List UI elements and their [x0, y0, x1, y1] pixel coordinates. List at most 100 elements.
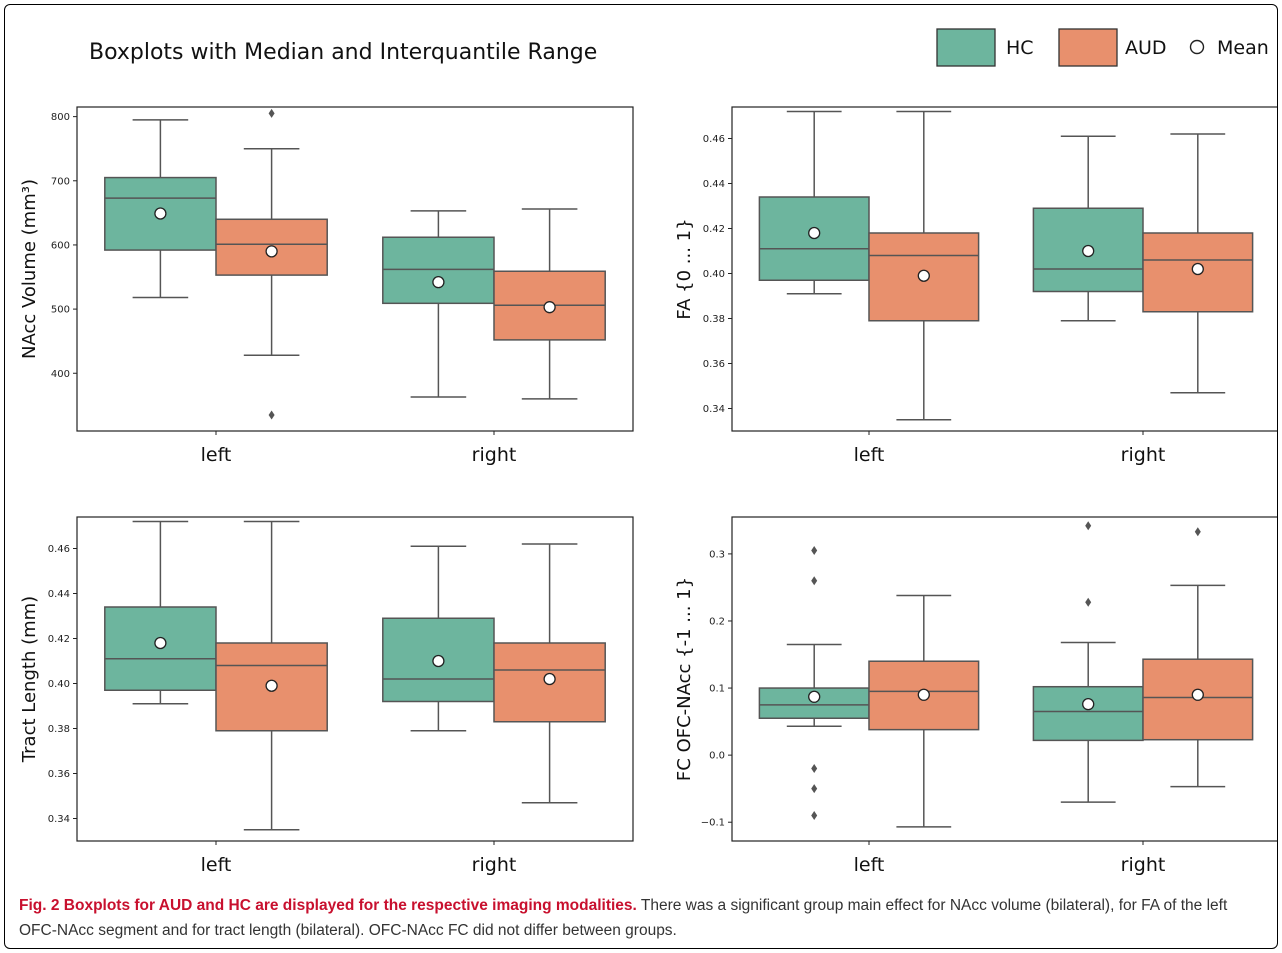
mean-marker [808, 226, 821, 240]
y-axis-label: FA {0 ... 1} [674, 218, 695, 319]
axes-frame [731, 106, 1277, 432]
y-axis-label: FC OFC-NAcc {-1 ... 1} [674, 577, 695, 781]
box-aud-right [1142, 133, 1254, 394]
iqr-box [1032, 685, 1144, 742]
y-tick-label: 0.0 [709, 751, 725, 762]
x-category-label: right [1121, 854, 1166, 876]
y-tick-label: 0.36 [48, 769, 70, 780]
mean-marker [1082, 244, 1095, 258]
panel-fa: 0.34 0.36 0.38 0.40 0.42 0.44 0.46 FA {0 ... 1}… [674, 106, 1277, 466]
y-tick-label: 0.42 [703, 224, 725, 235]
y-tick-label: −0.1 [701, 818, 725, 829]
panel-nacc-volume: 400 500 600 700 800 NAcc Volume (mm³) left righ… [19, 106, 634, 466]
mean-marker [917, 269, 930, 282]
iqr-box [382, 236, 495, 305]
x-category-label: right [472, 854, 517, 876]
box-aud-right [493, 208, 606, 400]
mean-marker [1191, 688, 1204, 701]
y-tick-label: 0.1 [709, 684, 725, 695]
outlier-marker [268, 410, 275, 420]
y-tick-label: 400 [51, 369, 70, 380]
box-aud-left [215, 520, 328, 831]
panel-fc-ofc-nacc: −0.1 0.0 0.1 0.2 0.3 FC OFC-NAcc {-1 ... 1} le… [674, 516, 1277, 876]
y-tick-label: 800 [51, 112, 70, 123]
x-category-label: right [1121, 444, 1166, 466]
x-category-label: left [201, 444, 232, 466]
boxplot-figure: Boxplots with Median and Interquantile R… [19, 28, 1277, 876]
mean-marker [1082, 698, 1095, 711]
y-tick-label: 0.40 [703, 269, 725, 280]
x-category-label: left [201, 854, 232, 876]
mean-marker [265, 245, 278, 258]
y-tick-label: 0.36 [703, 359, 725, 370]
box-aud-left [868, 594, 980, 828]
box-hc-left [104, 119, 217, 299]
figure-caption: Fig. 2 Boxplots for AUD and HC are displ… [19, 893, 1269, 943]
legend-mean-marker [1189, 39, 1205, 55]
box-hc-right [1032, 521, 1144, 803]
box-aud-right [1142, 527, 1254, 788]
legend-label-aud: AUD [1125, 37, 1167, 59]
box-hc-right [1032, 135, 1144, 322]
y-tick-label: 0.40 [48, 679, 70, 690]
axes-frame [731, 516, 1277, 842]
y-tick-label: 0.34 [48, 814, 70, 825]
box-hc-left [758, 546, 870, 821]
figure-frame: Boxplots with Median and Interquantile R… [4, 4, 1278, 949]
legend: HC AUD Mean [936, 28, 1269, 67]
box-aud-left [868, 110, 980, 421]
legend-label-hc: HC [1006, 37, 1034, 59]
box-hc-left [104, 520, 217, 705]
legend-label-mean: Mean [1217, 37, 1269, 59]
y-tick-label: 0.38 [703, 314, 725, 325]
mean-marker [265, 679, 278, 692]
y-tick-label: 0.42 [48, 634, 70, 645]
outlier-marker [811, 546, 818, 556]
mean-marker [432, 276, 445, 289]
axes-frame [76, 106, 634, 432]
mean-marker [154, 207, 167, 220]
mean-marker [917, 688, 930, 701]
mean-marker [808, 690, 821, 703]
caption-text: There was a significant group main effec… [19, 897, 1228, 939]
box-aud-right [493, 543, 606, 804]
figure-title: Boxplots with Median and Interquantile R… [89, 40, 597, 65]
box-aud-left [215, 108, 328, 420]
x-category-label: left [854, 854, 885, 876]
y-tick-label: 0.38 [48, 724, 70, 735]
y-tick-label: 0.3 [709, 549, 725, 560]
mean-marker [543, 301, 556, 314]
mean-marker [432, 654, 445, 668]
outlier-marker [268, 108, 275, 118]
y-tick-label: 500 [51, 305, 70, 316]
x-category-label: right [472, 444, 517, 466]
box-hc-left [758, 110, 870, 295]
outlier-marker [1085, 521, 1092, 531]
outlier-marker [811, 764, 818, 774]
mean-marker [543, 672, 556, 686]
y-tick-label: 0.44 [48, 589, 70, 600]
outlier-marker [1085, 597, 1092, 607]
y-tick-label: 700 [51, 176, 70, 187]
y-tick-label: 0.46 [48, 544, 70, 555]
mean-marker [1191, 262, 1204, 276]
y-tick-label: 600 [51, 240, 70, 251]
panel-tract-length: 0.34 0.36 0.38 0.40 0.42 0.44 0.46 Tract Length… [19, 516, 634, 876]
iqr-box [215, 218, 328, 276]
caption-bold: Fig. 2 Boxplots for AUD and HC are displ… [19, 897, 637, 914]
y-tick-label: 0.46 [703, 134, 725, 145]
outlier-marker [811, 576, 818, 586]
y-axis-label: NAcc Volume (mm³) [19, 179, 40, 359]
y-tick-label: 0.34 [703, 404, 725, 415]
outlier-marker [811, 811, 818, 821]
box-hc-right [382, 210, 495, 398]
y-tick-label: 0.2 [709, 616, 725, 627]
axes-frame [76, 516, 634, 842]
legend-swatch-hc [936, 28, 996, 67]
mean-marker [154, 636, 167, 650]
x-category-label: left [854, 444, 885, 466]
legend-swatch-aud [1058, 28, 1118, 67]
outlier-marker [811, 784, 818, 794]
outlier-marker [1194, 527, 1201, 537]
y-axis-label: Tract Length (mm) [19, 596, 40, 763]
